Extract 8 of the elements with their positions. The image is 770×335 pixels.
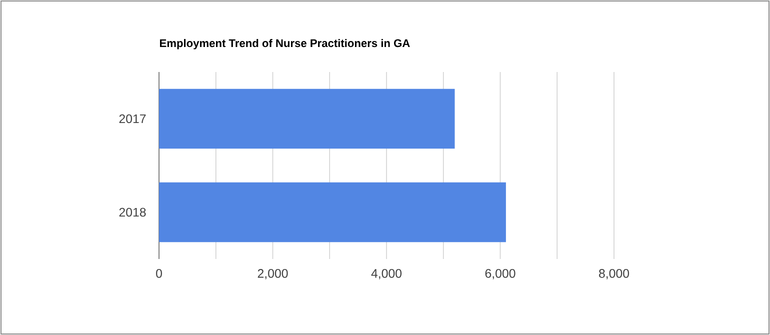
x-tick-label: 2,000 [258, 269, 288, 280]
x-tick-label: 0 [156, 269, 162, 278]
x-tick-label: 4,000 [371, 269, 402, 280]
x-tick-label: 8,000 [599, 269, 630, 280]
y-tick-label: 2018 [119, 208, 146, 217]
y-tick-label: 2017 [119, 114, 146, 124]
chart-title: Employment Trend of Nurse Practitioners in GA [160, 38, 410, 50]
x-tick-label: 6,000 [485, 269, 516, 280]
